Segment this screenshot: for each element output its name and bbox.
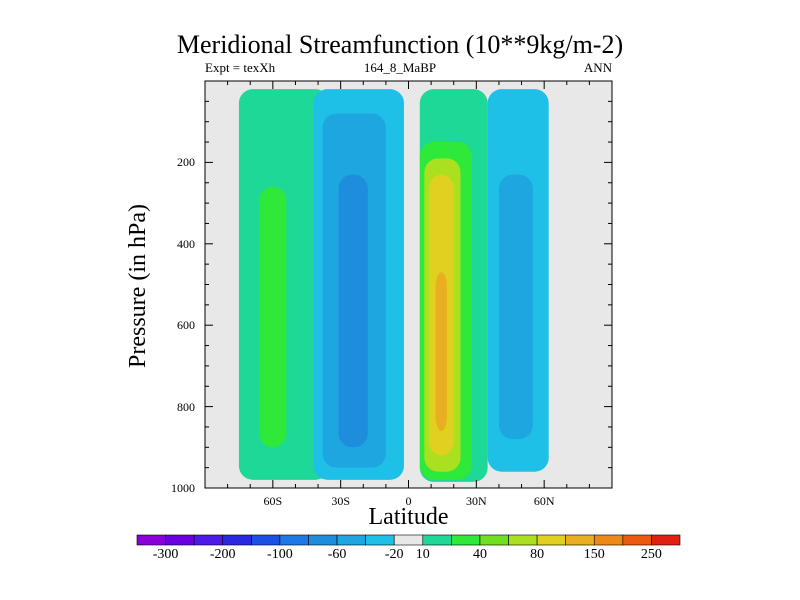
colorbar-swatch <box>279 534 309 546</box>
colorbar-label: 10 <box>415 547 430 562</box>
colorbar-label: -100 <box>267 547 293 562</box>
y-tick-label: 1000 <box>171 481 195 495</box>
nh-ferrel-core <box>498 174 533 440</box>
chart-title: Meridional Streamfunction (10**9kg/m-2) <box>176 30 624 59</box>
colorbar-label: -200 <box>209 547 236 562</box>
colorbar-label: -60 <box>327 547 347 562</box>
colorbar-label: 40 <box>472 547 487 562</box>
colorbar-swatch <box>365 534 395 546</box>
y-tick-label: 400 <box>177 236 195 251</box>
x-tick-label: 30S <box>331 494 350 508</box>
y-axis-label: Pressure (in hPa) <box>125 204 151 368</box>
colorbar-swatch <box>451 534 481 546</box>
colorbar-swatch <box>222 534 252 546</box>
sh-ferrel-inner <box>338 174 368 448</box>
colorbar-swatch <box>393 534 424 546</box>
colorbar-swatch <box>422 534 452 546</box>
colorbar-swatch <box>193 534 224 546</box>
x-tick-label: 60S <box>263 494 283 508</box>
y-tick-label: 200 <box>177 155 195 170</box>
colorbar-swatch <box>308 534 338 546</box>
experiment-label: Expt = texXh <box>205 60 276 75</box>
x-tick-label: 30N <box>465 494 487 508</box>
colorbar-swatch <box>336 534 366 546</box>
colorbar-swatch <box>136 534 166 546</box>
y-tick-label: 600 <box>177 318 195 333</box>
colorbar-swatch <box>622 534 652 546</box>
hadley-cell-250 <box>435 272 447 432</box>
x-axis-label: Latitude <box>368 504 449 530</box>
subtitle: 164_8_MaBP <box>363 60 437 75</box>
colorbar-swatch <box>479 534 509 546</box>
sh-high-lat-core <box>259 186 287 448</box>
colorbar-swatch <box>651 534 681 546</box>
x-tick-label: 60N <box>533 494 555 508</box>
season-label: ANN <box>583 60 612 75</box>
x-tick-label: 0 <box>405 494 412 508</box>
colorbar-swatch <box>165 534 195 546</box>
colorbar-swatch <box>508 534 538 546</box>
colorbar-swatch <box>536 534 566 546</box>
colorbar-label: -300 <box>152 547 179 562</box>
y-tick-label: 800 <box>177 399 195 414</box>
colorbar-swatch <box>593 534 624 546</box>
colorbar-label: 80 <box>530 547 545 562</box>
colorbar-swatch <box>251 534 281 546</box>
colorbar-label: 250 <box>640 547 662 562</box>
colorbar-label: -20 <box>384 547 404 562</box>
colorbar-label: 150 <box>583 547 605 562</box>
colorbar-swatch <box>565 534 595 546</box>
